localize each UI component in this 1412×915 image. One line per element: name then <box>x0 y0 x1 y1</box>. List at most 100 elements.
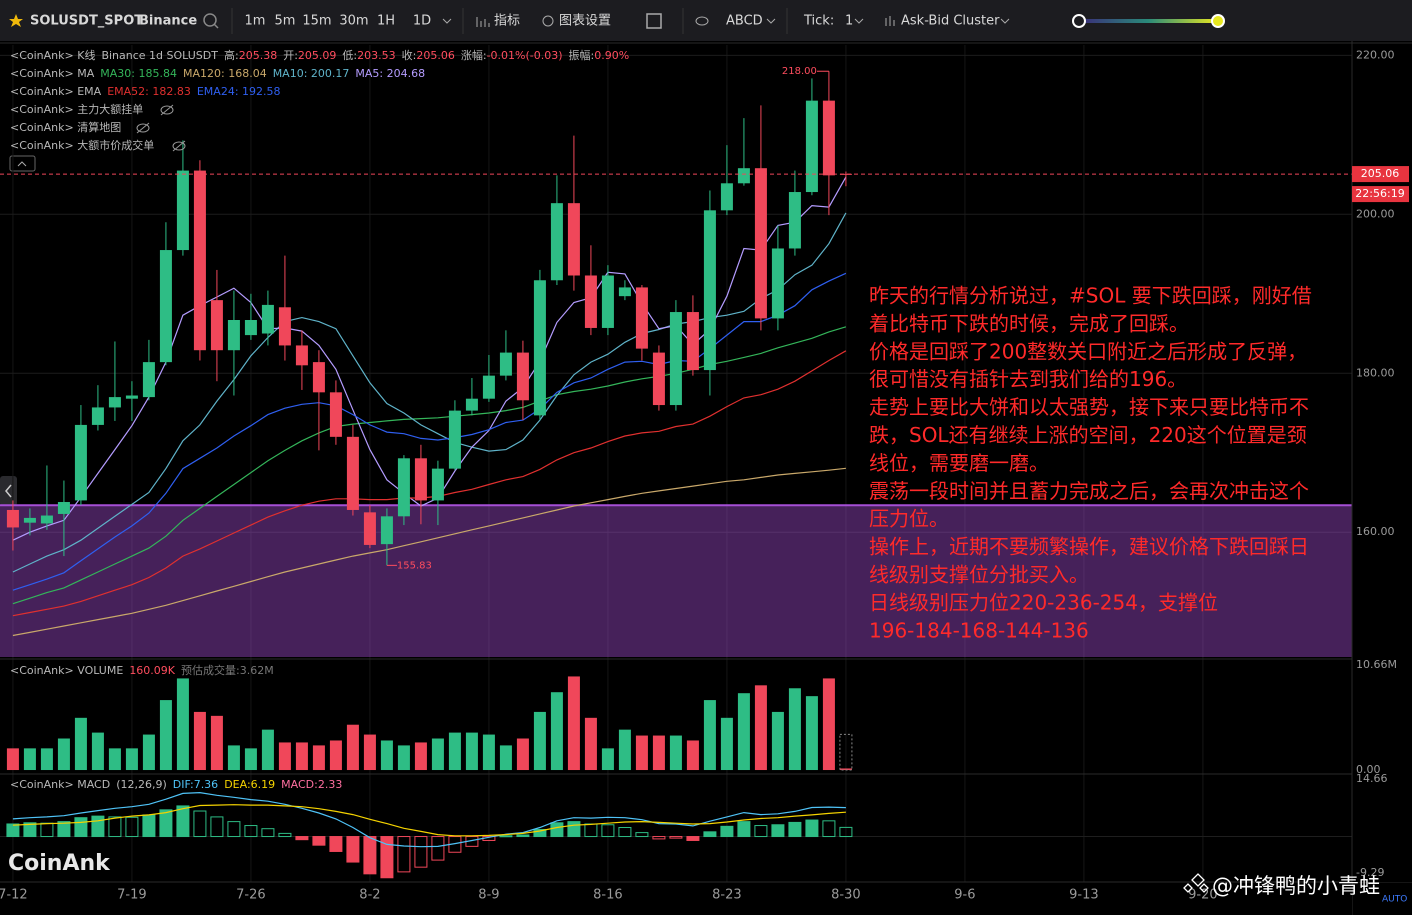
annotation-line: 压力位。 <box>869 507 949 531</box>
interval-button[interactable]: 30m <box>339 14 368 29</box>
macd-bar <box>397 836 411 873</box>
candle-body <box>312 362 325 393</box>
credit-logo <box>1183 873 1209 893</box>
macd-bar <box>176 805 190 838</box>
volume-bar <box>57 738 70 771</box>
volume-bar <box>244 748 257 771</box>
exchange[interactable]: Binance <box>139 14 197 29</box>
volume-bar <box>125 748 138 771</box>
interval-button[interactable]: 1H <box>377 14 395 29</box>
annotation-line: 日线级别压力位220-236-254，支撑位 <box>869 590 1218 614</box>
volume-bar <box>431 738 444 771</box>
candle-body <box>550 203 563 281</box>
candle-body <box>805 100 818 193</box>
candle-body <box>176 170 189 251</box>
candle-body <box>193 170 206 351</box>
visibility-slash <box>160 104 174 116</box>
volume-bar <box>601 748 614 771</box>
interval-button[interactable]: 1m <box>245 14 266 29</box>
annotation-line: 很可惜没有插针去到我们给的196。 <box>869 367 1187 391</box>
legend-row: <CoinAnk> 主力大额挂单 <box>10 102 143 116</box>
price-tag <box>1352 166 1409 183</box>
slider-handle[interactable] <box>1072 14 1086 28</box>
visibility-toggle[interactable] <box>172 141 186 151</box>
chevron[interactable] <box>766 18 776 24</box>
macd-bar <box>329 836 343 852</box>
symbol[interactable]: SOLUSDT_SPOT <box>30 14 143 29</box>
chevron-up <box>17 161 27 167</box>
macd-bar <box>686 836 700 841</box>
volume-bar <box>839 768 852 771</box>
candle-body <box>720 183 733 211</box>
eye-icon[interactable] <box>695 16 709 26</box>
volume-bar <box>567 676 580 771</box>
drawing-tool[interactable]: ABCD <box>726 14 763 29</box>
x-tick-label: 7-19 <box>117 888 147 903</box>
candle-body <box>57 502 70 514</box>
y-tick-label: 180.00 <box>1356 366 1395 379</box>
macd-bar <box>652 836 666 840</box>
interval-button[interactable]: 5m <box>275 14 296 29</box>
candle-body <box>567 203 580 276</box>
volume-bar <box>805 696 818 771</box>
heatmap-slider[interactable] <box>1078 19 1218 23</box>
macd-bar <box>363 836 377 875</box>
annotation-line: 震荡一段时间并且蓄力完成之后，会再次冲击这个 <box>869 479 1309 503</box>
collapse-left[interactable] <box>0 476 17 506</box>
legend-row: <CoinAnk> VOLUME 160.09K 预估成交量:3.62M <box>10 663 274 677</box>
chevron[interactable] <box>442 18 452 24</box>
visibility-toggle[interactable] <box>160 105 174 115</box>
legend-toggle[interactable] <box>9 155 36 172</box>
macd-bar <box>227 821 241 838</box>
screenshot-button[interactable] <box>646 13 662 29</box>
macd-bar <box>346 836 360 863</box>
volume-bar <box>618 729 631 771</box>
candle-body <box>754 168 767 319</box>
x-tick-label: 8-23 <box>712 888 742 903</box>
slider-handle[interactable] <box>1211 14 1225 28</box>
volume-bar <box>363 734 376 771</box>
tick-value[interactable]: 1 <box>845 14 853 29</box>
dea-line <box>12 804 846 837</box>
indicators-button[interactable]: 指标 <box>494 14 520 29</box>
macd-bar <box>533 828 547 838</box>
chevron[interactable] <box>1000 18 1010 24</box>
y-tick-label: 160.00 <box>1356 525 1395 538</box>
y-tick-label: 220.00 <box>1356 48 1395 61</box>
candle-body <box>108 397 121 408</box>
legend-row: <CoinAnk> 清算地图 <box>10 120 121 134</box>
candle-body <box>635 287 648 349</box>
countdown-label: 22:56:19 <box>1355 187 1404 200</box>
macd-bar <box>737 821 751 838</box>
visibility-toggle[interactable] <box>136 123 150 133</box>
indicator-line <box>12 467 846 637</box>
candle-body <box>652 352 665 406</box>
x-tick-label: 7-26 <box>236 888 266 903</box>
macd-bar <box>822 820 836 838</box>
favorite-star[interactable] <box>9 14 23 27</box>
macd-bar <box>618 827 632 838</box>
interval-button[interactable]: 15m <box>302 14 331 29</box>
macd-bar <box>108 816 122 838</box>
interval-button[interactable]: 1D <box>413 14 431 29</box>
candle-body <box>431 468 444 501</box>
volume-bar <box>686 740 699 771</box>
volume-bar <box>448 732 461 771</box>
cluster-selector[interactable]: Ask-Bid Cluster <box>901 14 1000 29</box>
macd-bar <box>125 816 139 838</box>
search-icon[interactable] <box>203 13 219 29</box>
visibility-slash <box>172 140 186 152</box>
macd-bar <box>567 821 581 838</box>
settings-icon <box>542 15 554 27</box>
volume-tick-label: 10.66M <box>1356 658 1397 671</box>
candle-body <box>23 517 36 523</box>
x-tick-label: 8-30 <box>831 888 861 903</box>
macd-bar <box>703 831 717 838</box>
settings-button[interactable]: 图表设置 <box>559 14 611 29</box>
chevron[interactable] <box>854 18 864 24</box>
credit-icon <box>1183 873 1209 893</box>
visibility-slash <box>136 122 150 134</box>
auto-scale[interactable]: AUTO <box>1382 895 1407 905</box>
macd-bar <box>601 824 615 838</box>
volume-bar <box>703 700 716 771</box>
